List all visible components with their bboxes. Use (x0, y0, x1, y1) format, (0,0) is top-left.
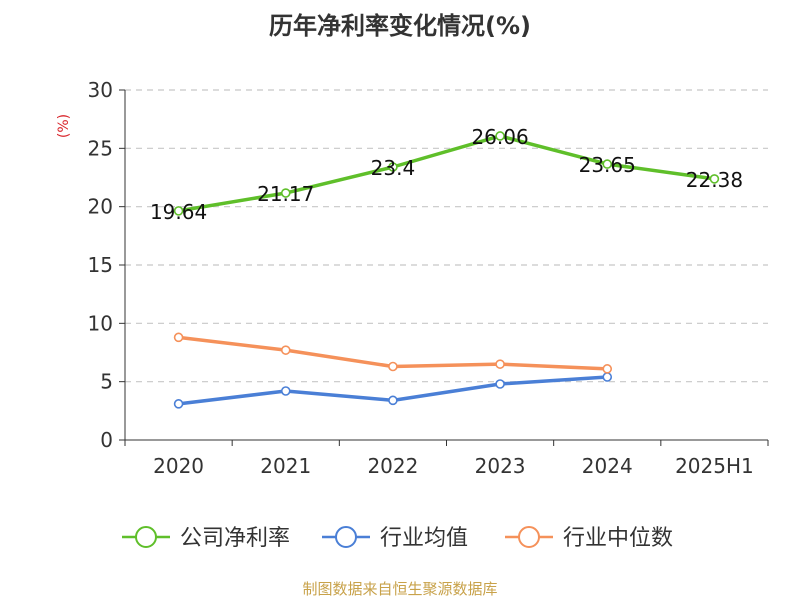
data-point (602, 364, 613, 374)
data-point (173, 332, 184, 343)
data-point (388, 395, 398, 406)
x-tick-label: 2022 (367, 454, 418, 478)
data-point (602, 159, 613, 169)
series-group: 19.64 21.17 23.4 26.06 23.65 22.38 (150, 125, 743, 409)
source-note: 制图数据来自恒生聚源数据库 (302, 580, 498, 598)
y-axis-label: (%) (56, 114, 72, 138)
legend: 公司净利率 行业均值 行业中位数 (122, 526, 673, 551)
legend-label: 行业均值 (380, 526, 468, 551)
legend-marker (518, 526, 540, 548)
data-point (495, 379, 505, 389)
data-label: 26.06 (471, 125, 528, 149)
x-tick-label: 2021 (260, 454, 311, 478)
data-label: 19.64 (150, 200, 207, 224)
y-tick-label: 20 (88, 195, 113, 219)
y-tick-label: 15 (88, 253, 113, 277)
legend-marker (135, 526, 157, 548)
legend-marker (335, 526, 357, 548)
x-tick-label: 2023 (475, 454, 526, 478)
y-tick-label: 5 (100, 370, 113, 394)
x-tick-label: 2020 (153, 454, 204, 478)
data-point (280, 345, 291, 355)
y-tick-label: 30 (88, 78, 113, 102)
axes: 0 5 10 15 20 25 30 2020 2021 2022 2023 2024 2025H1 (%… (56, 78, 769, 478)
data-point (495, 131, 505, 141)
legend-label: 公司净利率 (180, 526, 290, 551)
x-tick-label: 2025H1 (675, 454, 754, 478)
data-point (388, 162, 398, 172)
data-point (173, 206, 184, 216)
data-point (709, 174, 720, 184)
data-point (388, 361, 398, 372)
data-label: 23.65 (579, 153, 636, 177)
data-point (602, 372, 613, 382)
y-tick-label: 25 (88, 136, 113, 160)
x-tick-label: 2024 (582, 454, 633, 478)
data-point (280, 188, 291, 198)
legend-label: 行业中位数 (563, 526, 673, 551)
grid-lines (125, 89, 768, 383)
series-line-1 (178, 134, 715, 213)
y-tick-label: 10 (88, 311, 113, 335)
data-label: 22.38 (686, 168, 743, 192)
y-tick-label: 0 (100, 428, 113, 452)
data-point (280, 386, 291, 396)
chart-title: 历年净利率变化情况(%) (269, 12, 531, 40)
data-point (495, 359, 505, 369)
data-label: 23.4 (371, 156, 416, 180)
data-label: 21.17 (257, 182, 314, 206)
data-point (173, 399, 184, 409)
